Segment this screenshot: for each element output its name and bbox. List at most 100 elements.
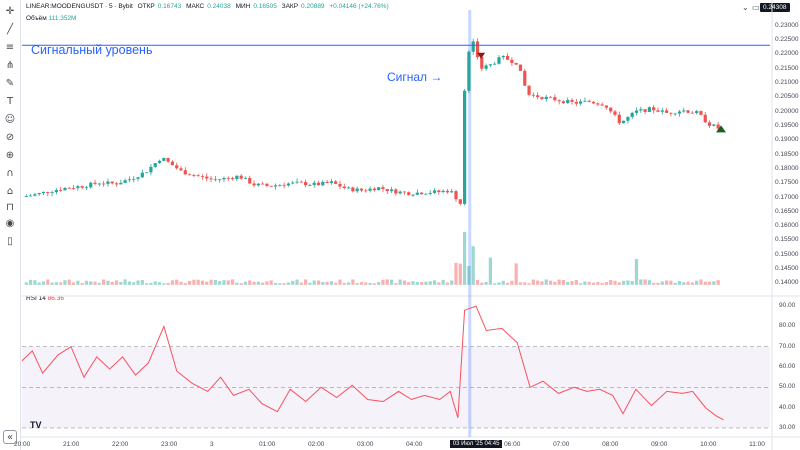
candle-body — [643, 109, 647, 112]
volume-bar — [265, 281, 269, 285]
volume-bar — [660, 281, 664, 285]
candle-body — [364, 190, 368, 192]
volume-bar — [514, 263, 518, 285]
volume-bar — [209, 279, 213, 285]
volume-bar — [132, 282, 136, 285]
volume-bar — [243, 281, 248, 285]
candle-body — [510, 59, 514, 63]
candle-body — [609, 107, 613, 112]
series-legend: LINEAR:MOODENGUSDT · 5 · Bybit ОТКР 0.167… — [26, 3, 389, 10]
volume-bar — [170, 280, 174, 285]
candle-body — [505, 56, 510, 60]
magnet-icon[interactable]: ∩ — [6, 167, 14, 179]
candle-body — [493, 63, 497, 65]
candle-body — [703, 114, 707, 123]
candle-body — [647, 107, 651, 112]
volume-bar — [295, 279, 299, 285]
crosshair-icon[interactable]: ✛ — [5, 5, 15, 17]
candle-body — [613, 111, 617, 115]
volume-bar — [218, 281, 222, 285]
candle-body — [145, 172, 149, 174]
candle-body — [716, 124, 720, 129]
toolbar-collapse-icon[interactable]: « — [3, 430, 17, 444]
volume-bar — [351, 279, 355, 285]
zoom-in-icon[interactable]: ⊕ — [5, 149, 15, 161]
candle-body — [566, 99, 570, 104]
volume-bar — [381, 279, 385, 285]
candle-body — [110, 181, 114, 184]
candle-body — [256, 183, 260, 186]
volume-bar — [656, 282, 660, 285]
volume-bar — [527, 283, 531, 285]
candle-body — [243, 177, 248, 179]
trendline-icon[interactable]: ╱ — [6, 23, 14, 35]
time-tick-label: 06:00 — [504, 441, 521, 448]
time-tick-label: 23:00 — [161, 441, 178, 448]
signal-level-label[interactable]: Сигнальный уровень — [31, 43, 153, 57]
smiley-icon[interactable]: ☺ — [4, 113, 16, 125]
rsi-line — [21, 305, 724, 421]
lock-drawings-icon[interactable]: ⌂ — [6, 185, 14, 197]
volume-bar — [299, 282, 303, 285]
candle-body — [140, 172, 144, 178]
collapse-pane-icon[interactable]: ⌄ — [742, 3, 749, 12]
volume-bar — [505, 282, 510, 285]
symbol-name[interactable]: LINEAR:MOODENGUSDT · 5 · Bybit — [26, 3, 133, 10]
volume-bar — [175, 279, 179, 285]
candle-body — [41, 191, 46, 194]
volume-bar — [162, 283, 166, 285]
candle-body — [707, 122, 712, 126]
candle-body — [76, 186, 80, 189]
candle-body — [114, 183, 119, 185]
volume-bar — [389, 279, 394, 285]
volume-bar — [531, 279, 535, 285]
ruler-icon[interactable]: ⊘ — [5, 131, 15, 143]
candle-body — [80, 186, 84, 188]
volume-bar — [377, 282, 381, 285]
maximize-pane-icon[interactable]: ▭ — [752, 3, 760, 12]
candle-body — [497, 57, 501, 64]
lock-icon[interactable]: ⊓ — [6, 201, 14, 213]
volume-bar — [544, 279, 548, 285]
candle-body — [162, 158, 166, 161]
time-tick-label: 04:00 — [406, 441, 423, 448]
volume-bar — [80, 282, 84, 285]
price-tick-label: 0.14000 — [775, 279, 799, 287]
candle-body — [488, 64, 492, 66]
trash-icon[interactable]: ▯ — [7, 235, 13, 247]
candle-body — [630, 112, 634, 117]
crosshair-time-badge: 03 Июл '25 04:45 — [449, 440, 503, 448]
candle-body — [59, 190, 63, 191]
volume-bar — [596, 281, 600, 285]
candle-body — [553, 97, 557, 101]
volume-bar — [110, 281, 114, 285]
signal-down-marker — [477, 52, 486, 59]
candle-body — [579, 101, 583, 104]
candle-body — [252, 183, 256, 186]
horizontal-lines-icon[interactable]: ≡ — [5, 41, 15, 53]
brush-icon[interactable]: ✎ — [5, 77, 15, 89]
volume-bar — [256, 281, 260, 285]
time-tick-label: 02:00 — [308, 441, 325, 448]
volume-bar — [355, 283, 359, 285]
eye-icon[interactable]: ◉ — [5, 217, 15, 229]
volume-bar — [153, 281, 157, 285]
candle-body — [312, 182, 316, 185]
candle-body — [355, 188, 359, 192]
candle-body — [269, 185, 273, 187]
volume-bar — [282, 283, 286, 285]
text-icon[interactable]: T — [6, 95, 14, 107]
candle-body — [183, 170, 187, 175]
rsi-tick-label: 90.00 — [779, 302, 796, 310]
volume-bar — [626, 280, 630, 285]
pitchfork-icon[interactable]: ⋔ — [5, 59, 15, 71]
volume-bar — [454, 262, 458, 285]
candle-body — [175, 165, 179, 169]
volume-bar — [634, 259, 639, 285]
volume-bar — [574, 280, 578, 285]
rsi-tick-label: 50.00 — [779, 383, 796, 391]
volume-bar — [566, 281, 570, 285]
signal-label[interactable]: Сигнал → — [387, 70, 443, 84]
candle-body — [381, 187, 385, 189]
